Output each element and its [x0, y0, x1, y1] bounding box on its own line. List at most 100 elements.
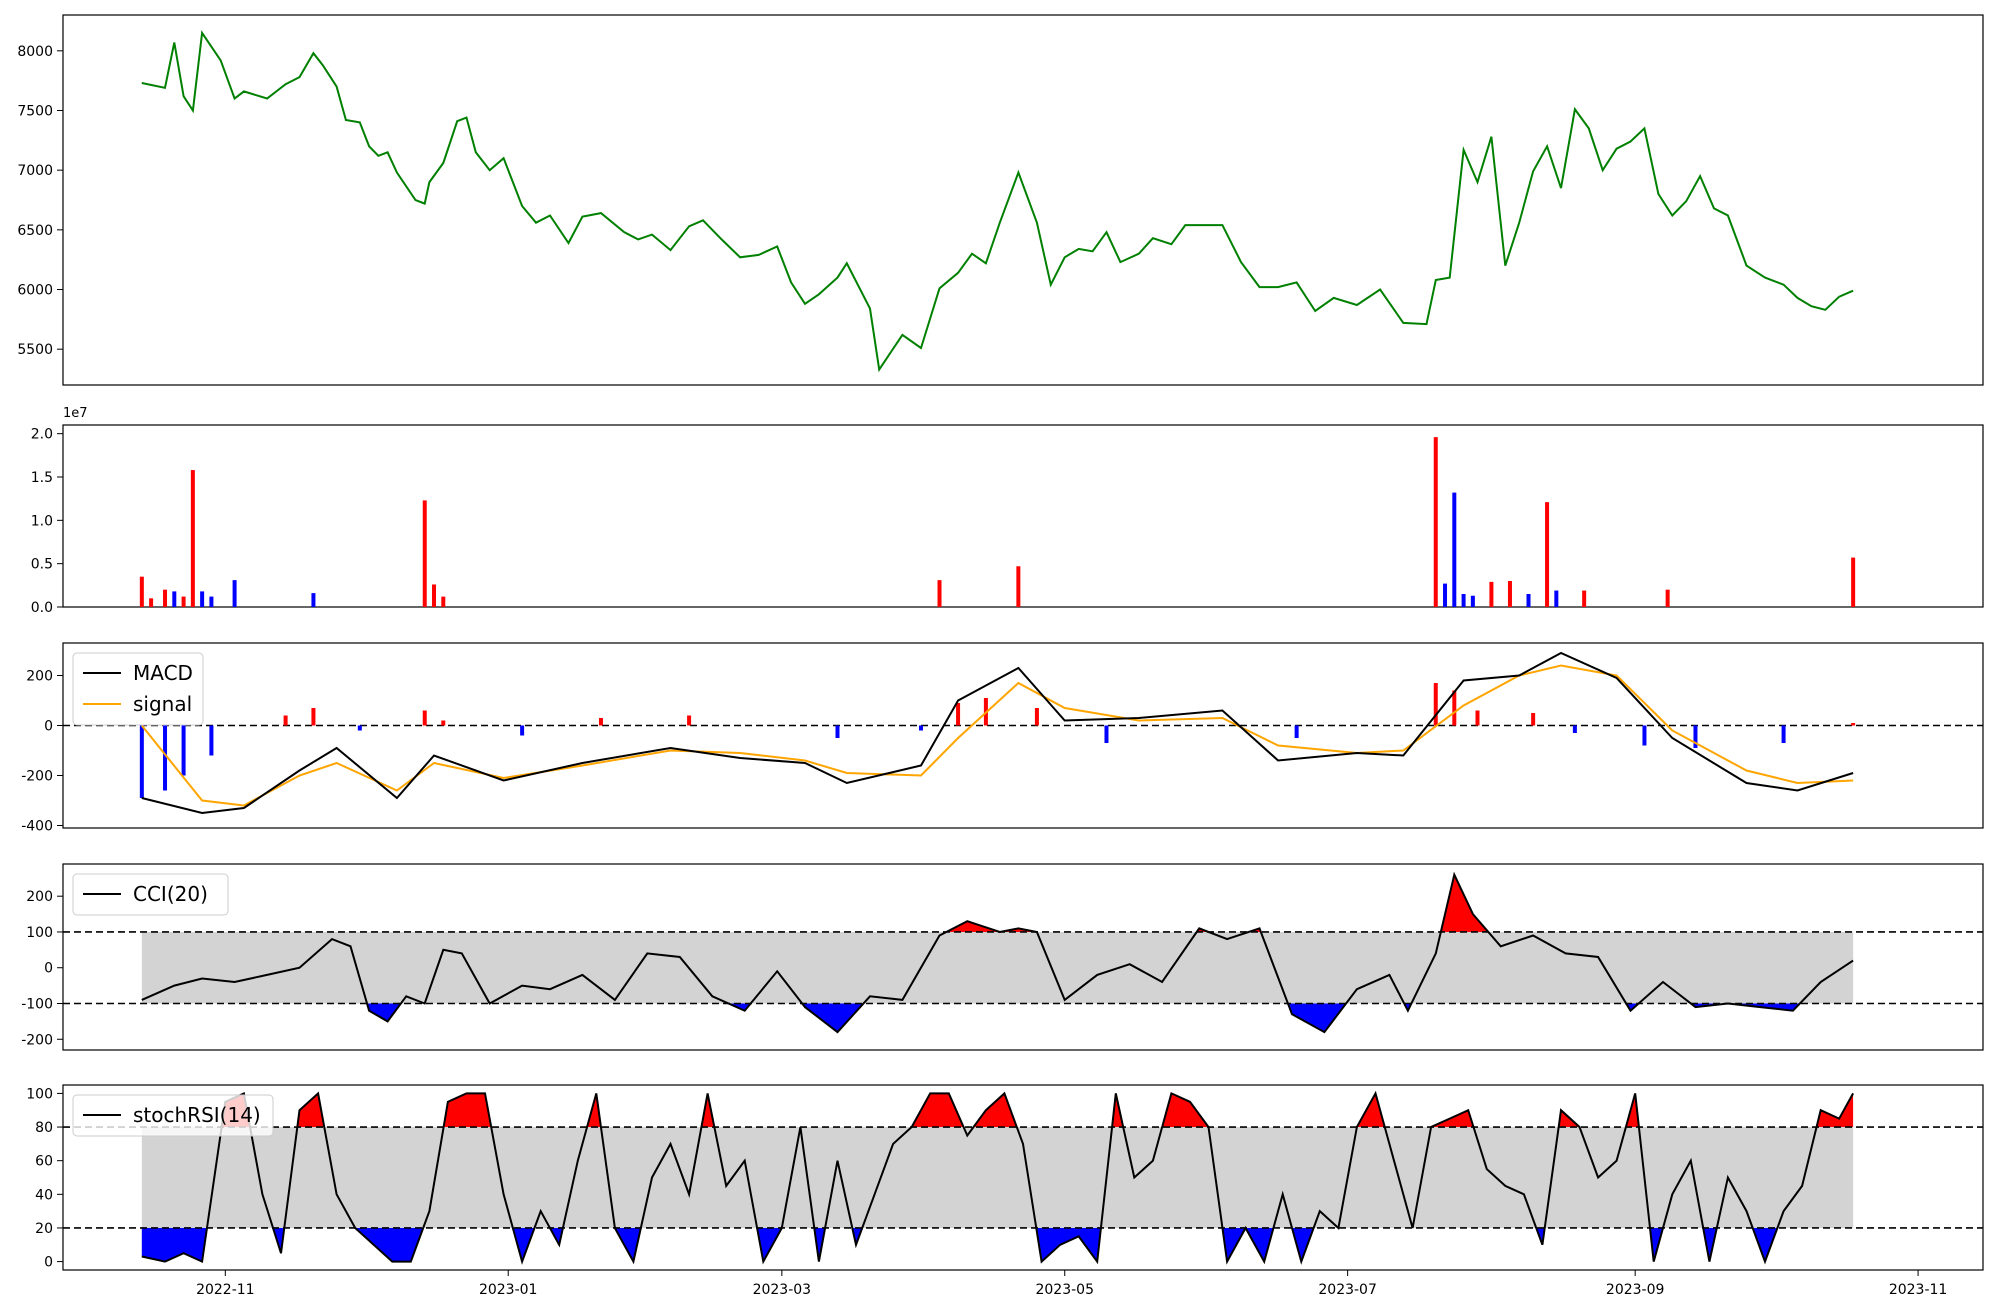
volume-bar [149, 598, 154, 607]
legend-label: stochRSI(14) [133, 1103, 261, 1127]
histogram-bar [1851, 723, 1856, 726]
chart_data.1-ytick-label: 2.0 [31, 427, 53, 443]
volume-bar [1851, 557, 1856, 607]
histogram-bar [1572, 725, 1577, 733]
volume-bar [441, 596, 446, 607]
volume-panel: 0.0 0.5 1.0 1.5 2.0 1e7 [31, 406, 1984, 616]
volume-bar [139, 576, 144, 607]
chart_data.0-ytick-label: 5500 [17, 342, 53, 358]
histogram-bar [357, 725, 362, 731]
histogram-bar [1693, 725, 1698, 748]
volume-bar [200, 591, 205, 607]
histogram-bar [520, 725, 525, 736]
volume-bar [937, 580, 942, 607]
xtick-label: 2023-03 [753, 1282, 812, 1298]
volume-bar [1452, 492, 1457, 607]
chart_data.1-ytick-label: 1.0 [31, 513, 53, 529]
chart_data.4-ytick-label: 80 [35, 1120, 53, 1136]
chart_data.0-ytick-label: 7500 [17, 103, 53, 119]
volume-bar [1443, 583, 1448, 607]
volume-bar [1507, 581, 1512, 607]
legend-label: MACD [133, 661, 193, 685]
chart_data.4-ytick-label: 20 [35, 1221, 53, 1237]
macd-panel: -400 -200 0 200 MACD signal [21, 642, 1984, 835]
signal-line [141, 664, 1854, 807]
chart_data.3-ytick-label: -100 [21, 997, 53, 1013]
volume-bar [232, 580, 237, 607]
chart_data.3-ytick-label: 0 [44, 961, 53, 977]
volume-bar [1554, 590, 1559, 607]
xtick-label: 2023-01 [479, 1282, 538, 1298]
chart_data.0-ytick-label: 6000 [17, 283, 53, 299]
chart_data.4-ytick-label: 40 [35, 1187, 53, 1203]
histogram-bar [163, 725, 168, 791]
chart_data.3-ytick-label: 200 [26, 889, 53, 905]
histogram-bar [209, 725, 214, 756]
histogram-bar [311, 708, 316, 726]
chart_data.3-ytick-label: 100 [26, 925, 53, 941]
date-axis: 2022-11 2023-01 2023-03 2023-05 2023-07 2023-… [196, 1270, 1947, 1298]
histogram-bar [441, 720, 446, 726]
legend-box [72, 1094, 274, 1137]
chart_data.4-ytick-label: 0 [44, 1255, 53, 1271]
price-panel: 5500 6000 6500 7000 7500 8000 [17, 14, 1984, 386]
volume-bar [1461, 594, 1466, 607]
volume-offset-label: 1e7 [63, 406, 88, 421]
chart_data.2-ytick-label: 0 [44, 719, 53, 735]
legend-box [72, 873, 229, 916]
histogram-bar [1104, 725, 1109, 743]
volume-bar [432, 584, 437, 607]
stochrsi-panel: 0 20 40 60 80 100 stochRSI(14) [26, 1084, 1984, 1271]
volume-bar [1470, 595, 1475, 607]
macd-line [141, 651, 1854, 815]
histogram-bar [835, 725, 840, 738]
chart_data.1-ytick-label: 0.5 [31, 557, 53, 573]
chart_data.0-ytick-label: 8000 [17, 44, 53, 60]
chart_data.2-ytick-label: -400 [21, 819, 53, 835]
chart_data.0-ytick-label: 6500 [17, 223, 53, 239]
xtick-label: 2023-11 [1889, 1282, 1948, 1298]
price-line [141, 30, 1854, 373]
histogram-bar [918, 725, 923, 731]
volume-bar [181, 596, 186, 607]
histogram-bar [1475, 710, 1480, 726]
volume-bar [311, 593, 316, 607]
histogram-bar [956, 703, 961, 726]
histogram-bar [1433, 683, 1438, 726]
chart_data.1-ytick-label: 0.0 [31, 600, 53, 616]
neutral-band [141, 931, 1854, 1004]
volume-bar [422, 500, 427, 607]
histogram-bar [1294, 725, 1299, 738]
plot-frame [62, 642, 1984, 829]
chart_data.2-ytick-label: 200 [26, 669, 53, 685]
chart_data.0-ytick-label: 7000 [17, 163, 53, 179]
legend-box [72, 652, 204, 726]
histogram-bar [181, 725, 186, 776]
plot-frame [62, 863, 1984, 1051]
xtick-label: 2023-05 [1035, 1282, 1094, 1298]
histogram-bar [1034, 708, 1039, 726]
histogram-bar [1642, 725, 1647, 746]
histogram-bar [687, 715, 692, 726]
histogram-bar [422, 710, 427, 726]
volume-bar [163, 589, 168, 607]
volume-bar [1016, 566, 1021, 607]
histogram-bar [598, 718, 603, 726]
plot-frame [62, 14, 1984, 386]
plot-frame [62, 424, 1984, 608]
plot-frame [62, 1084, 1984, 1271]
xtick-label: 2023-07 [1318, 1282, 1377, 1298]
histogram-bar [1452, 690, 1457, 726]
legend-label: CCI(20) [133, 882, 208, 906]
volume-bar [209, 596, 214, 607]
histogram-bar [139, 725, 144, 798]
chart_data.4-ytick-label: 60 [35, 1154, 53, 1170]
neutral-band [141, 1127, 1854, 1228]
xtick-label: 2023-09 [1606, 1282, 1665, 1298]
histogram-bar [1781, 725, 1786, 743]
histogram-bar [283, 715, 288, 726]
volume-bar [190, 470, 195, 607]
volume-bar [1545, 502, 1550, 607]
xtick-label: 2022-11 [196, 1282, 255, 1298]
